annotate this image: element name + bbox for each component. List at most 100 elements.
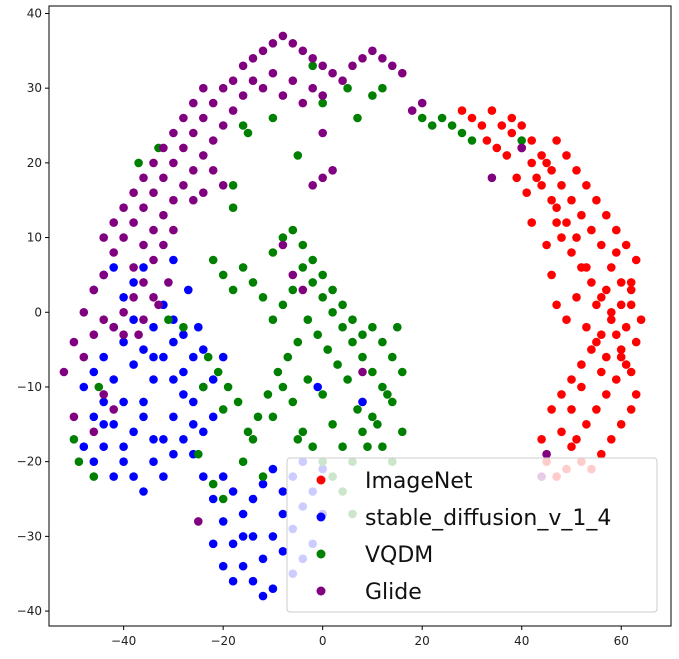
point-stable_diffusion_v_1_4-93 <box>313 382 323 392</box>
point-Glide-11 <box>169 158 178 168</box>
point-ImageNet-48 <box>527 218 536 227</box>
point-stable_diffusion_v_1_4-26 <box>99 397 108 407</box>
point-Glide-19 <box>248 54 258 63</box>
point-Glide-102 <box>134 330 143 340</box>
point-ImageNet-14 <box>612 330 621 340</box>
point-ImageNet-47 <box>512 173 521 183</box>
point-Glide-2 <box>79 308 89 317</box>
point-Glide-55 <box>258 83 268 93</box>
point-Glide-12 <box>179 143 188 153</box>
x-tick-label: 20 <box>415 634 430 648</box>
point-stable_diffusion_v_1_4-55 <box>248 532 258 541</box>
point-VQDM-30 <box>228 285 238 295</box>
point-stable_diffusion_v_1_4-97 <box>194 322 203 332</box>
legend-box <box>286 457 658 613</box>
point-ImageNet-27 <box>631 390 641 399</box>
point-stable_diffusion_v_1_4-57 <box>228 487 238 496</box>
legend-marker-VQDM <box>316 549 326 559</box>
point-VQDM-27 <box>258 293 268 302</box>
point-ImageNet-68 <box>626 278 636 287</box>
point-ImageNet-97 <box>582 263 591 272</box>
point-VQDM-71 <box>248 435 258 444</box>
point-ImageNet-2 <box>507 128 517 138</box>
point-stable_diffusion_v_1_4-15 <box>189 352 198 362</box>
point-Glide-46 <box>169 195 178 205</box>
point-VQDM-47 <box>393 322 402 332</box>
point-Glide-33 <box>388 61 397 71</box>
point-ImageNet-50 <box>547 270 556 280</box>
point-Glide-32 <box>378 54 387 63</box>
point-stable_diffusion_v_1_4-95 <box>184 285 193 295</box>
point-stable_diffusion_v_1_4-86 <box>189 420 198 429</box>
point-Glide-75 <box>199 188 208 197</box>
point-ImageNet-11 <box>587 278 596 287</box>
point-stable_diffusion_v_1_4-87 <box>208 375 218 384</box>
point-ImageNet-66 <box>631 337 641 347</box>
axes-frame <box>48 5 672 627</box>
point-ImageNet-26 <box>626 405 636 414</box>
point-VQDM-43 <box>368 322 377 332</box>
point-stable_diffusion_v_1_4-74 <box>129 315 138 325</box>
point-VQDM-37 <box>308 255 318 265</box>
y-tick-label: −20 <box>17 455 42 469</box>
y-tick-label: 40 <box>27 6 42 20</box>
point-VQDM-0 <box>268 412 278 422</box>
point-ImageNet-84 <box>537 435 546 444</box>
point-stable_diffusion_v_1_4-41 <box>248 576 258 586</box>
point-Glide-48 <box>189 166 198 175</box>
point-Glide-35 <box>129 263 138 272</box>
point-Glide-30 <box>358 54 367 63</box>
point-stable_diffusion_v_1_4-33 <box>169 412 178 422</box>
point-Glide-14 <box>199 113 208 123</box>
point-Glide-41 <box>89 330 99 340</box>
point-VQDM-44 <box>378 337 387 347</box>
point-VQDM-54 <box>323 345 333 354</box>
point-VQDM-67 <box>194 449 203 459</box>
point-VQDM-82 <box>447 121 457 130</box>
point-stable_diffusion_v_1_4-76 <box>149 435 158 444</box>
point-stable_diffusion_v_1_4-56 <box>238 509 248 519</box>
point-VQDM-102 <box>74 457 84 467</box>
point-Glide-76 <box>189 195 198 205</box>
point-VQDM-39 <box>328 285 337 295</box>
point-VQDM-11 <box>378 442 387 452</box>
point-Glide-25 <box>308 54 318 63</box>
point-stable_diffusion_v_1_4-83 <box>119 397 128 407</box>
legend-label-stable_diffusion_v_1_4: stable_diffusion_v_1_4 <box>365 506 611 531</box>
point-VQDM-57 <box>293 337 303 347</box>
point-VQDM-81 <box>437 113 447 123</box>
point-stable_diffusion_v_1_4-81 <box>79 442 89 452</box>
point-ImageNet-95 <box>602 285 611 295</box>
point-VQDM-21 <box>318 293 328 302</box>
point-VQDM-26 <box>268 315 278 325</box>
point-VQDM-3 <box>298 427 308 437</box>
point-ImageNet-89 <box>587 345 596 354</box>
point-VQDM-13 <box>398 427 407 437</box>
point-VQDM-93 <box>293 151 303 160</box>
point-VQDM-40 <box>338 300 347 310</box>
point-ImageNet-34 <box>597 240 606 250</box>
y-tick-label: −30 <box>17 529 42 543</box>
y-tick-label: 0 <box>34 305 42 319</box>
point-VQDM-69 <box>218 494 228 504</box>
point-ImageNet-33 <box>607 263 616 272</box>
point-VQDM-38 <box>318 270 328 280</box>
point-Glide-39 <box>109 322 118 332</box>
x-tick-label: 0 <box>319 634 327 648</box>
point-stable_diffusion_v_1_4-89 <box>179 435 188 444</box>
point-Glide-84 <box>99 390 108 399</box>
point-VQDM-1 <box>278 382 288 392</box>
point-Glide-1 <box>69 337 79 347</box>
point-Glide-27 <box>328 68 337 78</box>
point-VQDM-68 <box>208 479 218 489</box>
point-VQDM-65 <box>213 367 223 377</box>
point-VQDM-106 <box>199 382 208 392</box>
point-VQDM-14 <box>388 397 397 407</box>
point-Glide-18 <box>238 61 248 71</box>
point-ImageNet-29 <box>616 345 626 354</box>
point-VQDM-60 <box>263 390 273 399</box>
point-stable_diffusion_v_1_4-2 <box>99 442 108 452</box>
point-VQDM-46 <box>398 367 407 377</box>
point-VQDM-90 <box>228 203 238 212</box>
point-stable_diffusion_v_1_4-1 <box>89 412 99 422</box>
